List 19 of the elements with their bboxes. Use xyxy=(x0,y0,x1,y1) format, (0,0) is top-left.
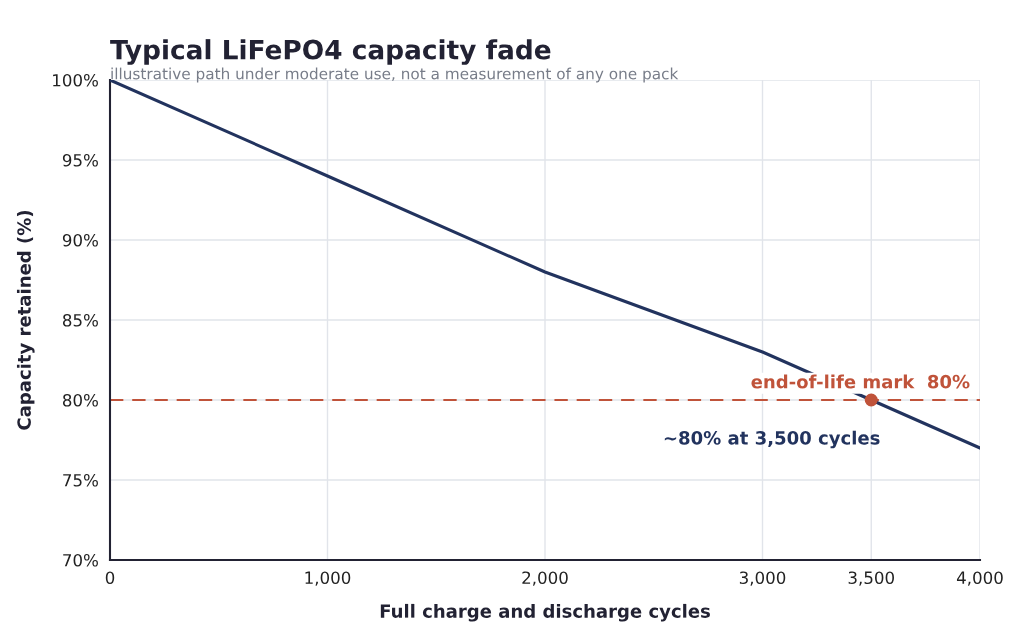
y-tick-label: 75% xyxy=(63,473,98,487)
ref-line-label: end-of-life mark 80% xyxy=(751,374,970,389)
x-tick-label: 3,000 xyxy=(739,571,786,586)
x-tick-label: 0 xyxy=(105,571,115,585)
y-tick-label: 100% xyxy=(53,73,98,87)
x-tick-label: 1,000 xyxy=(305,571,351,586)
chart-title: Typical LiFePO4 capacity fade xyxy=(110,39,551,65)
y-axis-title: Capacity retained (%) xyxy=(16,210,35,430)
x-tick-label: 4,000 xyxy=(956,571,1003,586)
x-tick-label: 2,000 xyxy=(522,571,568,586)
annotation: ~80% at 3,500 cycles xyxy=(664,430,880,449)
x-axis-title: Full charge and discharge cycles xyxy=(380,603,710,622)
y-tick-label: 95% xyxy=(62,153,98,167)
chart-subtitle: illustrative path under moderate use, not a measurement of any one pack xyxy=(111,67,679,83)
y-tick-label: 90% xyxy=(62,233,98,247)
y-tick-label: 85% xyxy=(62,313,98,327)
y-tick-label: 70% xyxy=(63,553,98,567)
x-tick-label: 3,500 xyxy=(848,571,894,586)
y-tick-label: 80% xyxy=(62,393,98,407)
